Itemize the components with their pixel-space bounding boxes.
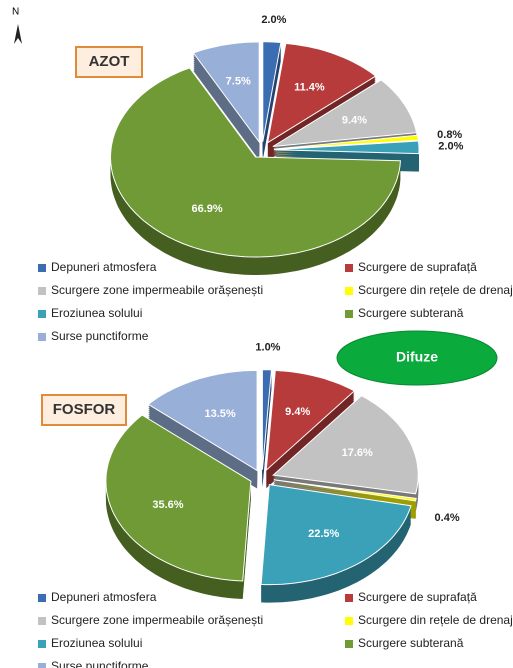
data-label: 1.0% [255,342,280,354]
data-label: 35.6% [152,499,183,511]
legend-swatch [345,594,353,602]
chart-title: AZOT [89,53,130,70]
data-label: 66.9% [192,203,223,215]
legend-label: Scurgere subterană [358,636,464,650]
pie-slice [261,369,273,470]
data-label: 2.0% [261,14,286,26]
legend-swatch [345,640,353,648]
legend-label: Scurgere zone impermeabile orășenești [51,283,263,297]
north-label: N [12,7,19,18]
legend-label: Surse punctiforme [51,659,149,668]
legend-swatch [345,617,353,625]
pie-slice [273,140,420,155]
legend-label: Eroziunea solului [51,306,142,320]
data-label: 11.4% [294,82,325,94]
legend-swatch [38,264,46,272]
pie-slice [109,67,401,258]
legend-label: Scurgere subterană [358,306,464,320]
data-label: 22.5% [308,528,339,540]
legend-swatch [38,594,46,602]
data-label: 7.5% [226,76,251,88]
pie-slice [262,41,282,142]
pie-slice [266,42,377,144]
pie-slice [260,484,412,586]
legend-label: Depuneri atmosfera [51,590,157,604]
pie-slice [272,395,419,495]
title-box [75,46,143,78]
pie-slice [273,479,417,502]
legend-swatch [38,617,46,625]
legend-label: Surse punctiforme [51,329,149,343]
data-label: 0.8% [437,129,462,141]
data-label: 13.5% [204,408,235,420]
legend-swatch [345,264,353,272]
legend-swatch [38,663,46,668]
data-label: 0.4% [435,512,460,524]
north-arrow [14,24,22,44]
title-box [41,394,127,426]
legend-label: Scurgere din rețele de drenaje [358,613,513,627]
legend-label: Depuneri atmosfera [51,260,157,274]
legend-swatch [38,310,46,318]
data-label: 17.6% [342,447,373,459]
slice-side [273,483,417,505]
data-label: 9.4% [285,406,310,418]
pie-slice [272,79,418,147]
pie-slice [265,369,356,472]
legend-label: Scurgere din rețele de drenaje [358,283,513,297]
pie-slice [105,414,252,582]
legend-swatch [345,310,353,318]
legend-label: Scurgere de suprafață [358,590,477,604]
legend-label: Eroziunea solului [51,636,142,650]
legend-label: Scurgere de suprafață [358,260,477,274]
annotation-ellipse [336,330,498,386]
data-label: 2.0% [438,141,463,153]
data-label: 9.4% [342,114,367,126]
chart-title: FOSFOR [53,401,116,418]
legend-swatch [38,333,46,341]
legend-label: Scurgere zone impermeabile orășenești [51,613,263,627]
pie-slice [192,41,260,144]
legend-swatch [38,640,46,648]
pie-slice [273,134,419,150]
pie-slice [147,370,258,472]
legend-swatch [38,287,46,295]
legend-swatch [345,287,353,295]
annotation: Difuze [396,349,438,365]
slice-side [273,481,417,503]
